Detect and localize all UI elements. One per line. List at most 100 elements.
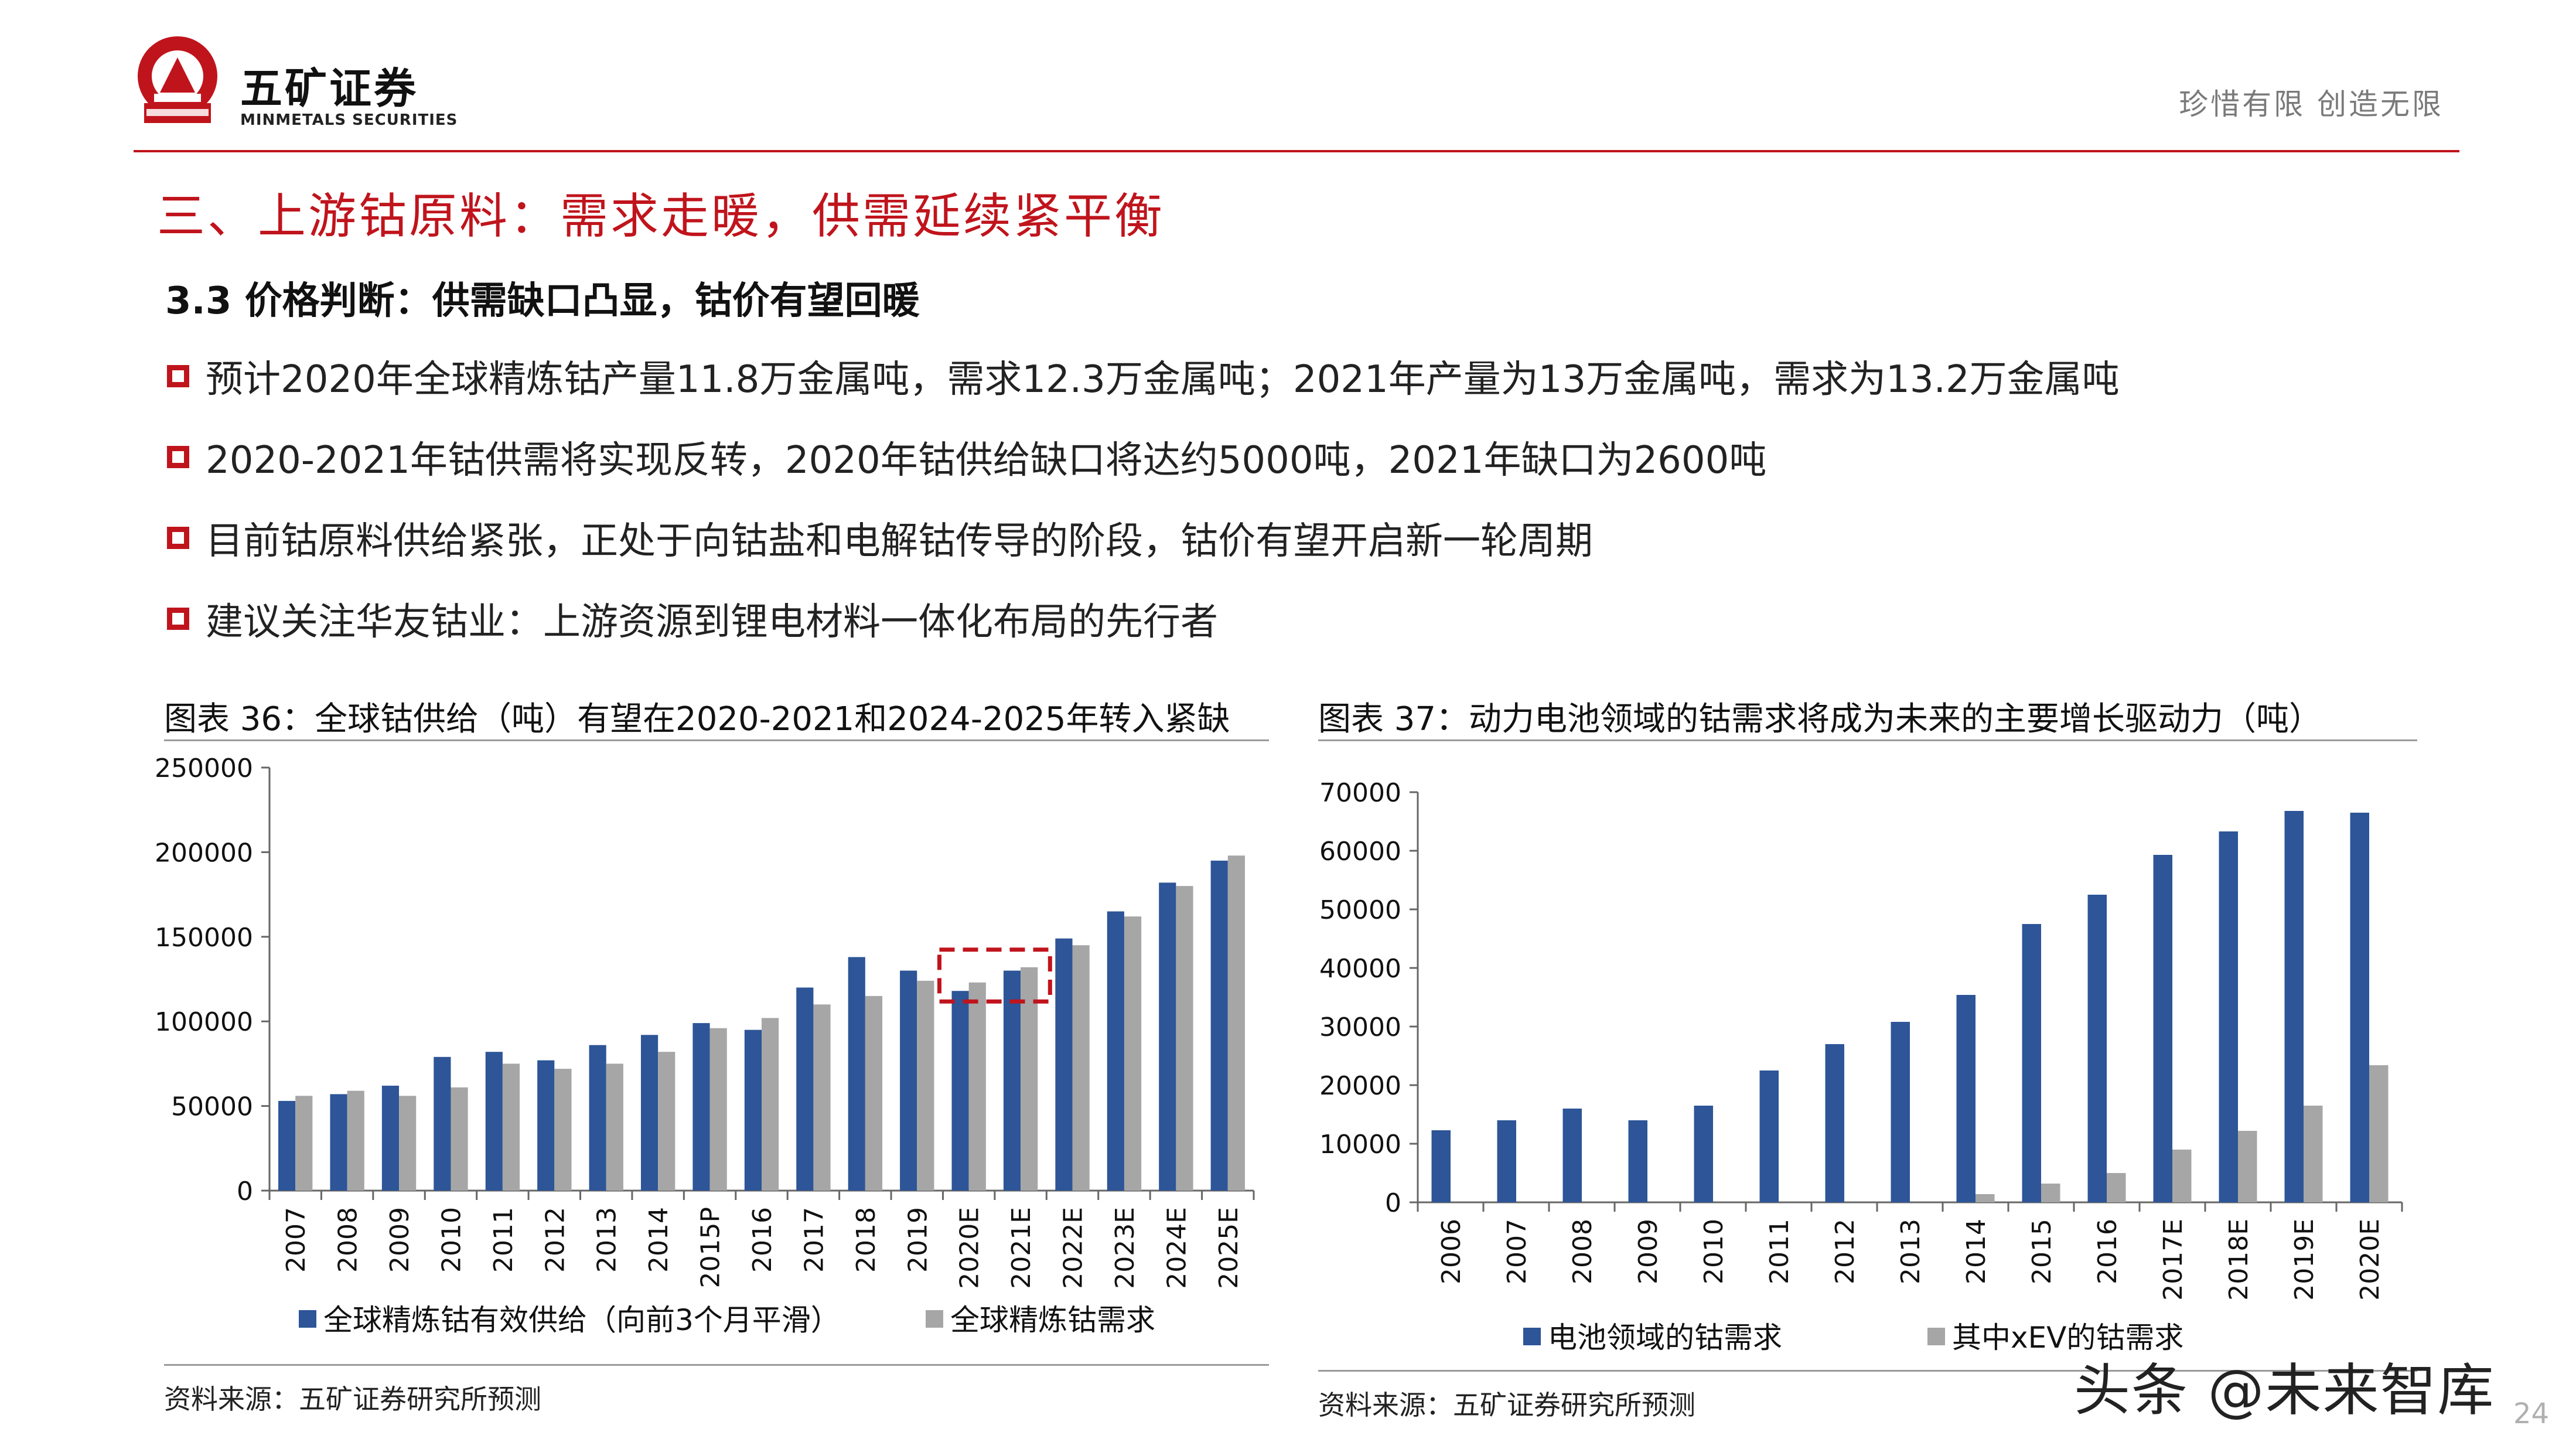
- bar-secondary: [2238, 1131, 2257, 1202]
- bar-primary: [796, 987, 814, 1191]
- y-tick-label: 50000: [171, 1092, 253, 1122]
- x-tick-label: 2020E: [955, 1207, 985, 1289]
- x-tick-label: 2022E: [1059, 1207, 1089, 1289]
- bar-primary: [1891, 1022, 1910, 1202]
- legend-label: 全球精炼钴需求: [950, 1303, 1155, 1337]
- watermark: 头条 @未来智库: [2074, 1358, 2495, 1423]
- legend-swatch: [926, 1310, 943, 1328]
- bar-primary: [1159, 882, 1176, 1191]
- bar-secondary: [606, 1063, 623, 1191]
- legend-label: 其中xEV的钴需求: [1952, 1321, 2183, 1355]
- bar-secondary: [2107, 1173, 2126, 1202]
- bar-primary: [900, 970, 917, 1191]
- x-tick-label: 2016: [748, 1207, 777, 1273]
- x-tick-label: 2025E: [1214, 1207, 1244, 1289]
- bullet-item: 预计2020年全球精炼钴产量11.8万金属吨，需求12.3万金属吨；2021年产…: [167, 349, 2120, 403]
- y-tick-label: 0: [1385, 1188, 1401, 1218]
- y-tick-label: 20000: [1319, 1071, 1401, 1101]
- x-tick-label: 2006: [1437, 1219, 1466, 1284]
- y-tick-label: 0: [237, 1177, 253, 1206]
- x-tick-label: 2013: [592, 1207, 622, 1273]
- highlight-box: [937, 947, 1052, 1004]
- bullet-text: 2020-2021年钴供需将实现反转，2020年钴供给缺口将达约5000吨，20…: [206, 439, 1767, 482]
- bar-secondary: [762, 1018, 779, 1191]
- x-tick-label: 2015P: [696, 1207, 726, 1288]
- bar-primary: [589, 1045, 606, 1191]
- bar-secondary: [2041, 1184, 2060, 1202]
- bar-primary: [434, 1056, 451, 1191]
- bar-primary: [1497, 1120, 1516, 1202]
- y-tick-label: 200000: [155, 838, 253, 868]
- x-tick-label: 2010: [1699, 1219, 1729, 1284]
- bar-primary: [330, 1094, 347, 1191]
- bar-primary: [951, 991, 969, 1191]
- bar-primary: [2350, 813, 2369, 1202]
- figure-36-source: 资料来源：五矿证券研究所预测: [164, 1383, 541, 1415]
- x-tick-label: 2007: [1502, 1219, 1532, 1284]
- x-tick-label: 2011: [1765, 1219, 1794, 1284]
- bar-secondary: [1072, 945, 1090, 1191]
- bar-primary: [1055, 938, 1073, 1191]
- bar-primary: [2219, 831, 2238, 1202]
- x-tick-label: 2012: [1830, 1219, 1860, 1284]
- bar-primary: [1628, 1120, 1647, 1202]
- bar-secondary: [709, 1028, 727, 1191]
- bar-secondary: [865, 995, 883, 1191]
- bar-primary: [2087, 895, 2107, 1202]
- legend-swatch: [299, 1310, 316, 1328]
- bullet-box-icon: [167, 608, 189, 630]
- bar-primary: [1562, 1109, 1582, 1202]
- legend-label: 电池领域的钴需求: [1548, 1321, 1782, 1355]
- x-tick-label: 2019E: [2290, 1219, 2319, 1301]
- y-tick-label: 150000: [155, 923, 253, 953]
- figure-37-chart: 0 10000 20000 30000 40000 50000 60000 70000 2006…: [1319, 778, 2403, 1355]
- y-tick-label: 70000: [1319, 778, 1401, 808]
- bullet-item: 目前钴原料供给紧张，正处于向钴盐和电解钴传导的阶段，钴价有望开启新一轮周期: [167, 511, 1593, 565]
- bullet-text: 目前钴原料供给紧张，正处于向钴盐和电解钴传导的阶段，钴价有望开启新一轮周期: [206, 520, 1593, 563]
- bar-secondary: [813, 1004, 831, 1191]
- x-tick-label: 2017: [799, 1207, 829, 1273]
- bar-secondary: [347, 1090, 364, 1191]
- bar-primary: [1431, 1130, 1451, 1202]
- x-tick-label: 2020E: [2355, 1219, 2385, 1301]
- x-tick-label: 2018E: [2224, 1219, 2254, 1301]
- figure-37-rule: [1318, 739, 2417, 741]
- x-tick-label: 2018: [851, 1207, 881, 1273]
- bar-secondary: [2369, 1065, 2389, 1202]
- bar-primary: [2022, 924, 2041, 1202]
- bar-primary: [848, 957, 865, 1191]
- y-tick-label: 60000: [1319, 837, 1401, 867]
- bar-primary: [2284, 811, 2304, 1202]
- bar-secondary: [502, 1063, 520, 1191]
- bar-secondary: [968, 982, 986, 1191]
- header-divider: [134, 150, 2459, 152]
- bar-secondary: [2304, 1106, 2323, 1202]
- figure-37-source-rule: [1318, 1370, 2417, 1372]
- y-tick-label: 50000: [1319, 895, 1401, 925]
- figure-36-chart: 0 50000 100000 150000 200000 250000 2007 2008 20…: [155, 754, 1255, 1337]
- brand-name: 五矿证券: [240, 64, 419, 113]
- bar-secondary: [295, 1096, 313, 1191]
- bar-secondary: [399, 1096, 417, 1191]
- y-tick-label: 40000: [1319, 954, 1401, 984]
- x-tick-label: 2008: [333, 1207, 363, 1273]
- x-tick-label: 2011: [489, 1207, 518, 1273]
- bar-primary: [537, 1060, 555, 1191]
- y-tick-label: 250000: [155, 754, 253, 783]
- page-number: 24: [2513, 1397, 2550, 1430]
- bar-primary: [278, 1100, 296, 1191]
- figure-36-title: 图表 36：全球钴供给（吨）有望在2020-2021和2024-2025年转入紧…: [164, 700, 1230, 738]
- bar-primary: [640, 1035, 658, 1191]
- x-tick-label: 2012: [540, 1207, 570, 1273]
- bullet-text: 预计2020年全球精炼钴产量11.8万金属吨，需求12.3万金属吨；2021年产…: [206, 358, 2120, 401]
- bar-primary: [1003, 970, 1021, 1191]
- x-tick-label: 2014: [1961, 1219, 1991, 1284]
- x-tick-label: 2010: [436, 1207, 466, 1273]
- x-tick-label: 2021E: [1006, 1207, 1036, 1289]
- x-tick-label: 2019: [903, 1207, 933, 1273]
- bullet-box-icon: [167, 365, 189, 387]
- bar-primary: [1825, 1044, 1844, 1202]
- x-tick-label: 2013: [1896, 1219, 1926, 1284]
- bar-secondary: [658, 1052, 675, 1191]
- legend-label: 全球精炼钴有效供给（向前3个月平滑）: [323, 1303, 840, 1337]
